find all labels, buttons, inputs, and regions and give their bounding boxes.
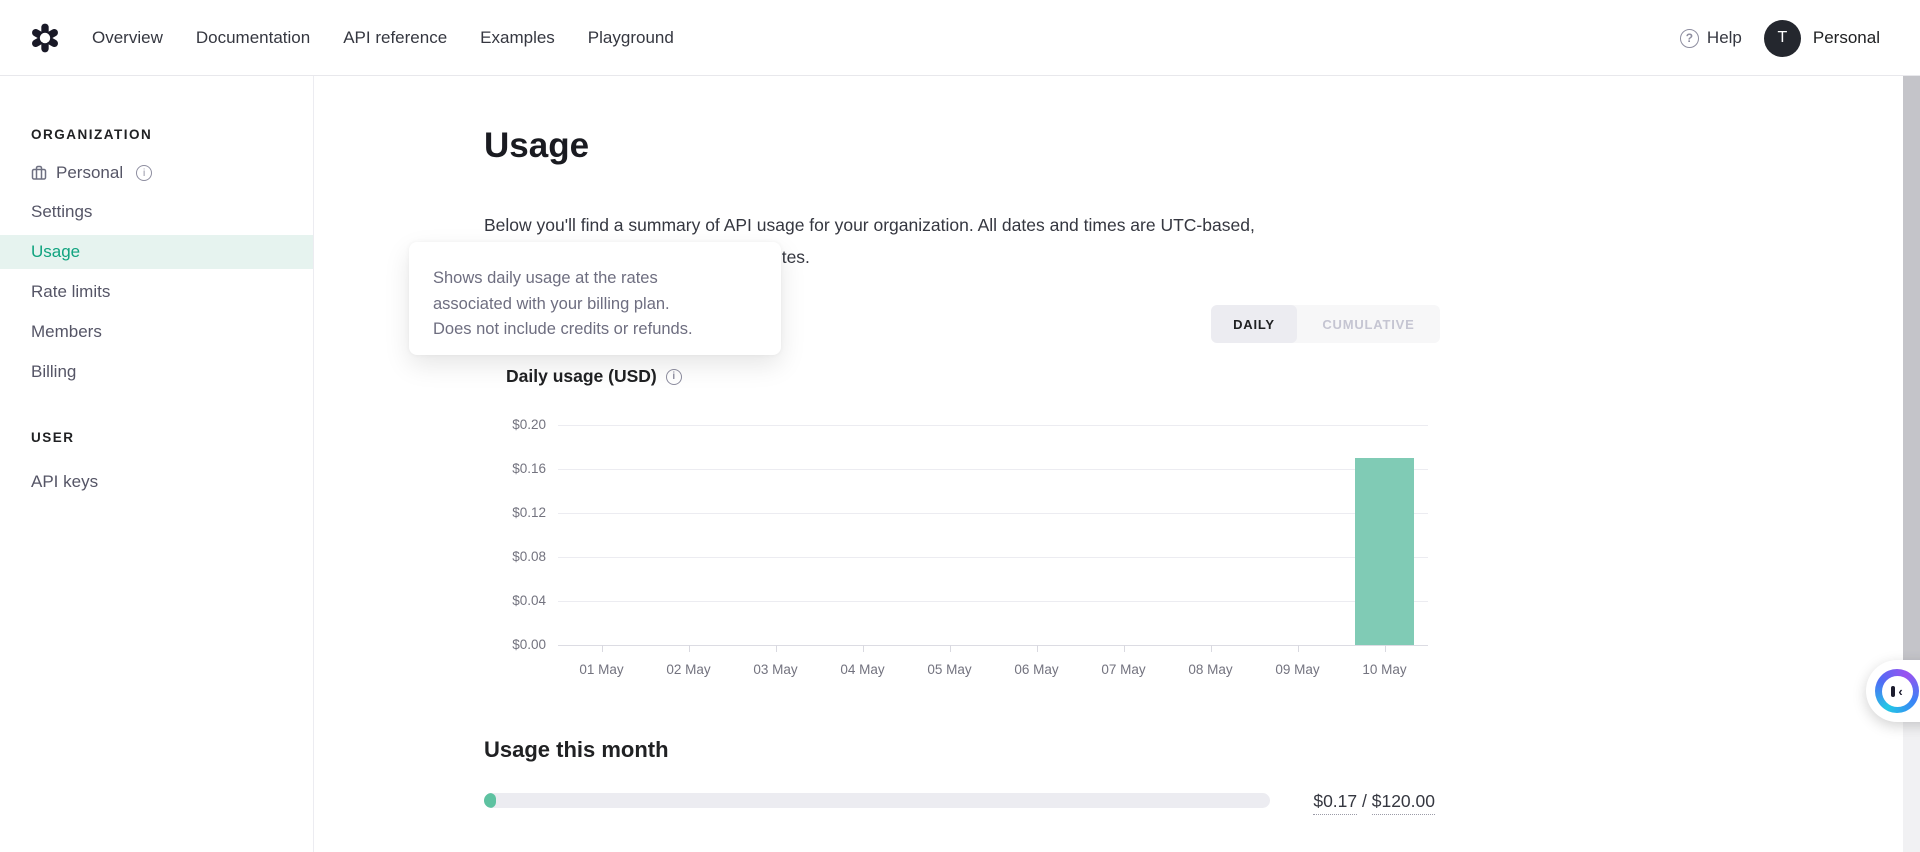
sidebar-item-label: API keys	[31, 472, 99, 491]
openai-logo-icon[interactable]	[29, 22, 61, 54]
toggle-daily-button[interactable]: DAILY	[1211, 305, 1297, 343]
x-axis-tick-label: 07 May	[1101, 662, 1146, 677]
x-axis-tick-label: 04 May	[840, 662, 885, 677]
sidebar-item-rate-limits[interactable]: Rate limits	[0, 275, 313, 309]
chart-plot-area	[558, 425, 1428, 646]
chart-gridline	[558, 601, 1428, 602]
x-axis-tick	[1036, 645, 1038, 652]
chat-widget-button[interactable]: ‹	[1866, 660, 1920, 722]
x-axis-tick	[601, 645, 603, 652]
chart-title: Daily usage (USD) i	[506, 366, 682, 387]
toggle-cumulative-button[interactable]: CUMULATIVE	[1297, 305, 1440, 343]
sidebar-item-label: Members	[31, 322, 102, 341]
y-axis-tick-label: $0.08	[512, 549, 546, 564]
x-axis-tick-label: 01 May	[579, 662, 624, 677]
chart-info-icon[interactable]: i	[665, 368, 682, 385]
used-amount[interactable]: $0.17	[1313, 791, 1358, 815]
daily-usage-chart: $0.20 $0.16 $0.12 $0.08 $0.04 $0.00 01 May 02 …	[484, 417, 1428, 690]
info-icon[interactable]: i	[136, 165, 153, 181]
sidebar-item-label: Billing	[31, 362, 77, 381]
sidebar-item-label: Settings	[31, 202, 93, 221]
sidebar-item-members[interactable]: Members	[0, 315, 313, 349]
page-title: Usage	[484, 126, 590, 165]
vertical-scrollbar-track[interactable]	[1903, 76, 1920, 852]
sidebar-item-label: Usage	[31, 242, 81, 261]
daily-cumulative-toggle: DAILY CUMULATIVE	[1211, 305, 1440, 343]
progress-fill	[484, 793, 496, 808]
top-navbar: Overview Documentation API reference Exa…	[0, 0, 1920, 76]
x-axis-tick	[1384, 645, 1386, 652]
sidebar-item-billing[interactable]: Billing	[0, 355, 313, 389]
nav-api-reference[interactable]: API reference	[343, 28, 448, 47]
y-axis-tick-label: $0.00	[512, 637, 546, 652]
chart-gridline	[558, 469, 1428, 470]
amount-separator: /	[1357, 791, 1372, 811]
x-axis-tick-label: 08 May	[1188, 662, 1233, 677]
sidebar-item-usage[interactable]: Usage	[0, 235, 313, 269]
nav-documentation[interactable]: Documentation	[195, 28, 311, 47]
nav-overview[interactable]: Overview	[92, 28, 163, 47]
usage-this-month-title: Usage this month	[484, 737, 669, 762]
monthly-usage-amounts: $0.17 / $120.00	[1313, 791, 1435, 815]
x-axis-tick	[1123, 645, 1125, 652]
avatar: T	[1763, 19, 1801, 57]
y-axis-tick-label: $0.12	[512, 505, 546, 520]
sidebar-item-label: Personal	[56, 163, 124, 182]
nav-playground[interactable]: Playground	[587, 28, 674, 47]
usage-bar-10-may[interactable]	[1355, 458, 1414, 645]
vertical-scrollbar-thumb[interactable]	[1903, 76, 1920, 660]
x-axis-tick	[862, 645, 864, 652]
limit-amount[interactable]: $120.00	[1371, 791, 1435, 815]
sidebar-section-user: USER	[31, 430, 75, 445]
chart-gridline	[558, 425, 1428, 426]
x-axis-tick	[688, 645, 690, 652]
x-axis-tick	[1210, 645, 1212, 652]
sidebar-item-settings[interactable]: Settings	[0, 195, 313, 229]
sidebar: ORGANIZATION Personal i Settings Usage R…	[0, 76, 314, 852]
sidebar-item-api-keys[interactable]: API keys	[0, 465, 313, 499]
x-axis-tick	[775, 645, 777, 652]
sidebar-item-label: Rate limits	[31, 282, 111, 301]
usage-tooltip: Shows daily usage at the rates associate…	[409, 242, 781, 355]
nav-examples[interactable]: Examples	[480, 28, 555, 47]
x-axis-tick	[1297, 645, 1299, 652]
y-axis-tick-label: $0.16	[512, 461, 546, 476]
x-axis-tick-label: 06 May	[1014, 662, 1059, 677]
account-name: Personal	[1812, 28, 1880, 47]
sidebar-item-personal[interactable]: Personal i	[0, 156, 313, 190]
help-question-icon: ?	[1679, 28, 1699, 48]
x-axis-tick	[949, 645, 951, 652]
briefcase-icon	[31, 165, 47, 181]
y-axis-tick-label: $0.04	[512, 593, 546, 608]
y-axis-tick-label: $0.20	[512, 417, 546, 432]
x-axis-tick-label: 02 May	[666, 662, 711, 677]
account-menu-button[interactable]: T Personal	[1763, 19, 1880, 57]
chat-assistant-icon: ‹	[1875, 669, 1919, 713]
help-button[interactable]: ? Help	[1679, 28, 1742, 48]
chart-gridline	[558, 513, 1428, 514]
chart-gridline	[558, 557, 1428, 558]
x-axis-tick-label: 03 May	[753, 662, 798, 677]
chart-gridline	[558, 645, 1428, 646]
primary-nav: Overview Documentation API reference Exa…	[92, 0, 674, 76]
x-axis-tick-label: 05 May	[927, 662, 972, 677]
x-axis-tick-label: 09 May	[1275, 662, 1320, 677]
sidebar-section-organization: ORGANIZATION	[31, 127, 153, 142]
monthly-usage-progress-bar	[484, 793, 1270, 808]
x-axis-tick-label: 10 May	[1362, 662, 1407, 677]
help-label: Help	[1706, 28, 1742, 47]
